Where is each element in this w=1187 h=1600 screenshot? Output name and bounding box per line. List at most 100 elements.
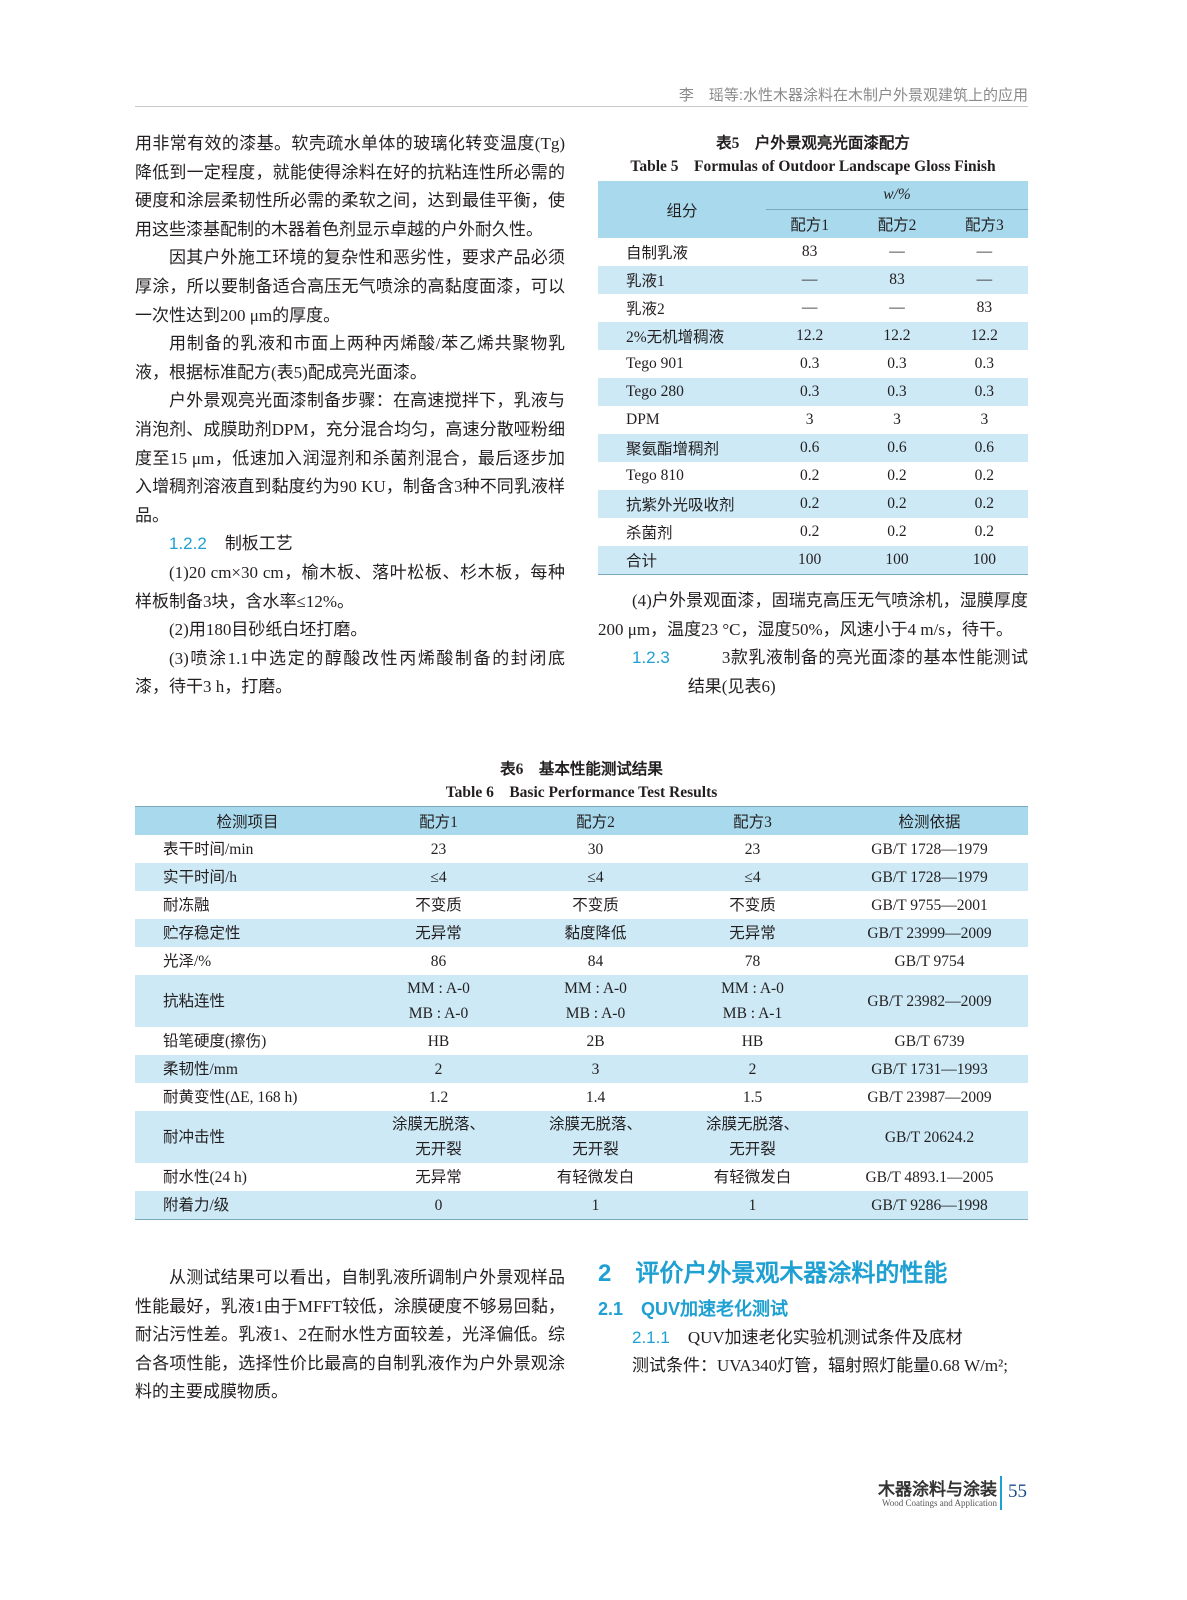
table5-cell: 0.2 [974, 523, 995, 540]
table5-row: 2%无机增稠液 12.2 12.2 12.2 [598, 322, 1028, 350]
paragraph: (1)20 cm×30 cm，榆木板、落叶松板、杉木板，每种样板制备3块，含水率… [135, 562, 565, 611]
table5-cell: 0.6 [853, 434, 941, 462]
table6-row: 抗粘连性 MM : A-0 MB : A-0 MM : A-0 MB : A-0 MM… [135, 975, 1028, 1027]
table5-block: 表5 户外景观亮光面漆配方 Table 5 Formulas of Outdoo… [598, 132, 1028, 575]
journal-name-en: Wood Coatings and Application [881, 1498, 997, 1508]
table5-cell: 83 [801, 243, 818, 260]
table5-header-unit: w/% [766, 181, 1028, 210]
table5-cell: 0.2 [853, 490, 941, 518]
table5-cell: Tego 901 [626, 355, 684, 372]
paragraph: (2)用180目砂纸白坯打磨。 [169, 620, 368, 640]
table5-row: 乳液1—83— [598, 266, 1028, 294]
table5-cell: 3 [893, 411, 901, 428]
table6-cell: 1 [517, 1191, 674, 1220]
table6-cell: 耐冻融 [163, 896, 210, 914]
table5-cell: Tego 280 [598, 378, 766, 406]
table5-cell: — [889, 299, 905, 316]
table5-cell: 0.2 [887, 523, 907, 540]
table5-cell: 83 [976, 299, 993, 316]
table6-cell: ≤4 [517, 863, 674, 891]
table6-cell: GB/T 23999—2009 [831, 919, 1028, 947]
table5-header: 配方1 [766, 209, 854, 238]
table5-cell: — [976, 243, 993, 260]
table6-cell: 附着力/级 [135, 1191, 360, 1220]
section-heading-1-2-2: 1.2.2 制板工艺 [169, 534, 293, 554]
table6-cell: 无异常 [360, 919, 517, 947]
table6-cell: GB/T 23982—2009 [831, 975, 1028, 1027]
table6-cell: 涂膜无脱落、 无开裂 [517, 1111, 674, 1163]
table5-cell: 0.3 [766, 378, 854, 406]
table6-cell: GB/T 9754 [894, 952, 965, 970]
table6-cell: MM : A-0 MB : A-1 [674, 975, 831, 1027]
table6-cell: HB [741, 1032, 764, 1050]
table6-cell: 光泽/% [163, 952, 212, 970]
table6-caption-cn: 表6 基本性能测试结果 [500, 761, 663, 778]
table6-cell: 2 [674, 1055, 831, 1083]
table6-cell: GB/T 1728—1979 [831, 863, 1028, 891]
table6-cell: 抗粘连性 [135, 975, 360, 1027]
table6-cell: 3 [517, 1055, 674, 1083]
table5-cell: 聚氨酯增稠剂 [598, 434, 766, 462]
table6-cell: GB/T 4893.1—2005 [865, 1168, 994, 1186]
table6-row: 实干时间/h ≤4 ≤4 ≤4 GB/T 1728—1979 [135, 863, 1028, 891]
table6-cell: 2 [360, 1055, 517, 1083]
table5-header: 配方2 [853, 209, 941, 238]
table5-caption-cn: 表5 户外景观亮光面漆配方 [716, 135, 910, 152]
table5-cell: 3 [805, 411, 814, 428]
table6-cell: ≤4 [360, 863, 517, 891]
table5-cell: 0.3 [974, 355, 995, 372]
table6-cell: GB/T 23987—2009 [867, 1088, 992, 1106]
header-rule [135, 106, 1028, 107]
table6-row: 耐冻融 不变质 不变质 不变质 GB/T 9755—2001 [135, 891, 1028, 919]
table6-cell: 不变质 [729, 896, 776, 914]
table6-cell: 耐水性(24 h) [163, 1168, 247, 1186]
table6-cell: GB/T 1728—1979 [871, 840, 988, 858]
table5-cell: Tego 810 [626, 467, 684, 484]
table5-cell: 0.2 [887, 467, 907, 484]
table6-header-row: 检测项目 配方1 配方2 配方3 检测依据 [135, 806, 1028, 835]
table5-cell: 100 [766, 546, 854, 575]
section-heading-2-1: 2.1 QUV加速老化测试 [598, 1299, 789, 1319]
table6-cell: 78 [744, 952, 761, 970]
table6-cell: 23 [744, 840, 761, 858]
table5-cell: 100 [853, 546, 941, 575]
paragraph: 从测试结果可以看出，自制乳液所调制户外景观样品性能最好，乳液1由于MFFT较低，… [135, 1268, 565, 1402]
table5-row: DPM 3 3 3 [598, 406, 1028, 434]
table6-cell: 耐黄变性(ΔE, 168 h) [163, 1088, 298, 1106]
table6: 检测项目 配方1 配方2 配方3 检测依据 表干时间/min 23 30 23 GB/T 172… [135, 806, 1028, 1220]
table6-cell: 有轻微发白 [556, 1168, 635, 1186]
table6-cell: 铅笔硬度(擦伤) [163, 1032, 267, 1050]
table5-cell: 2%无机增稠液 [598, 322, 766, 350]
table6-row: 表干时间/min 23 30 23 GB/T 1728—1979 [135, 835, 1028, 863]
table6-cell: 耐冲击性 [135, 1111, 360, 1163]
table6-cell: 1 [674, 1191, 831, 1220]
table5-row: 杀菌剂 0.2 0.2 0.2 [598, 518, 1028, 546]
table5-cell: 0.3 [887, 355, 907, 372]
page-number: 55 [1008, 1481, 1027, 1502]
table6-header: 配方1 [360, 806, 517, 835]
table6-caption-en: Table 6 Basic Performance Test Results [445, 784, 718, 801]
table6-cell: 实干时间/h [135, 863, 360, 891]
table6-cell: 表干时间/min [163, 840, 254, 858]
table5-row: 乳液2 — — 83 [598, 294, 1028, 322]
table6-cell: 涂膜无脱落、 无开裂 [360, 1111, 517, 1163]
table5-row: Tego 810 0.2 0.2 0.2 [598, 462, 1028, 490]
table5-cell: — [766, 266, 854, 294]
paragraph: 用非常有效的漆基。软壳疏水单体的玻璃化转变温度(Tg)降低到一定程度，就能使得涂… [135, 134, 565, 239]
table6-cell: GB/T 9286—1998 [831, 1191, 1028, 1220]
table6-cell: 0 [360, 1191, 517, 1220]
table6-cell: 1.5 [742, 1088, 763, 1106]
table6-block: 表6 基本性能测试结果 Table 6 Basic Performance Te… [135, 758, 1028, 1220]
table5-row: Tego 280 0.3 0.3 0.3 [598, 378, 1028, 406]
paragraph: 户外景观亮光面漆制备步骤：在高速搅拌下，乳液与消泡剂、成膜助剂DPM，充分混合均… [135, 391, 565, 525]
table6-cell: 1.2 [428, 1088, 449, 1106]
table5-cell: 0.3 [853, 378, 941, 406]
table6-cell: GB/T 20624.2 [831, 1111, 1028, 1163]
table5-cell: 自制乳液 [626, 245, 689, 262]
table6-cell: 无异常 [674, 919, 831, 947]
table5-row: 合计 100 100 100 [598, 546, 1028, 575]
table6-cell: 柔韧性/mm [135, 1055, 360, 1083]
right-column: (4)户外景观面漆，固瑞克高压无气喷涂机，湿膜厚度200 μm，温度23 °C，… [598, 587, 1028, 701]
table5-cell: DPM [626, 411, 660, 428]
